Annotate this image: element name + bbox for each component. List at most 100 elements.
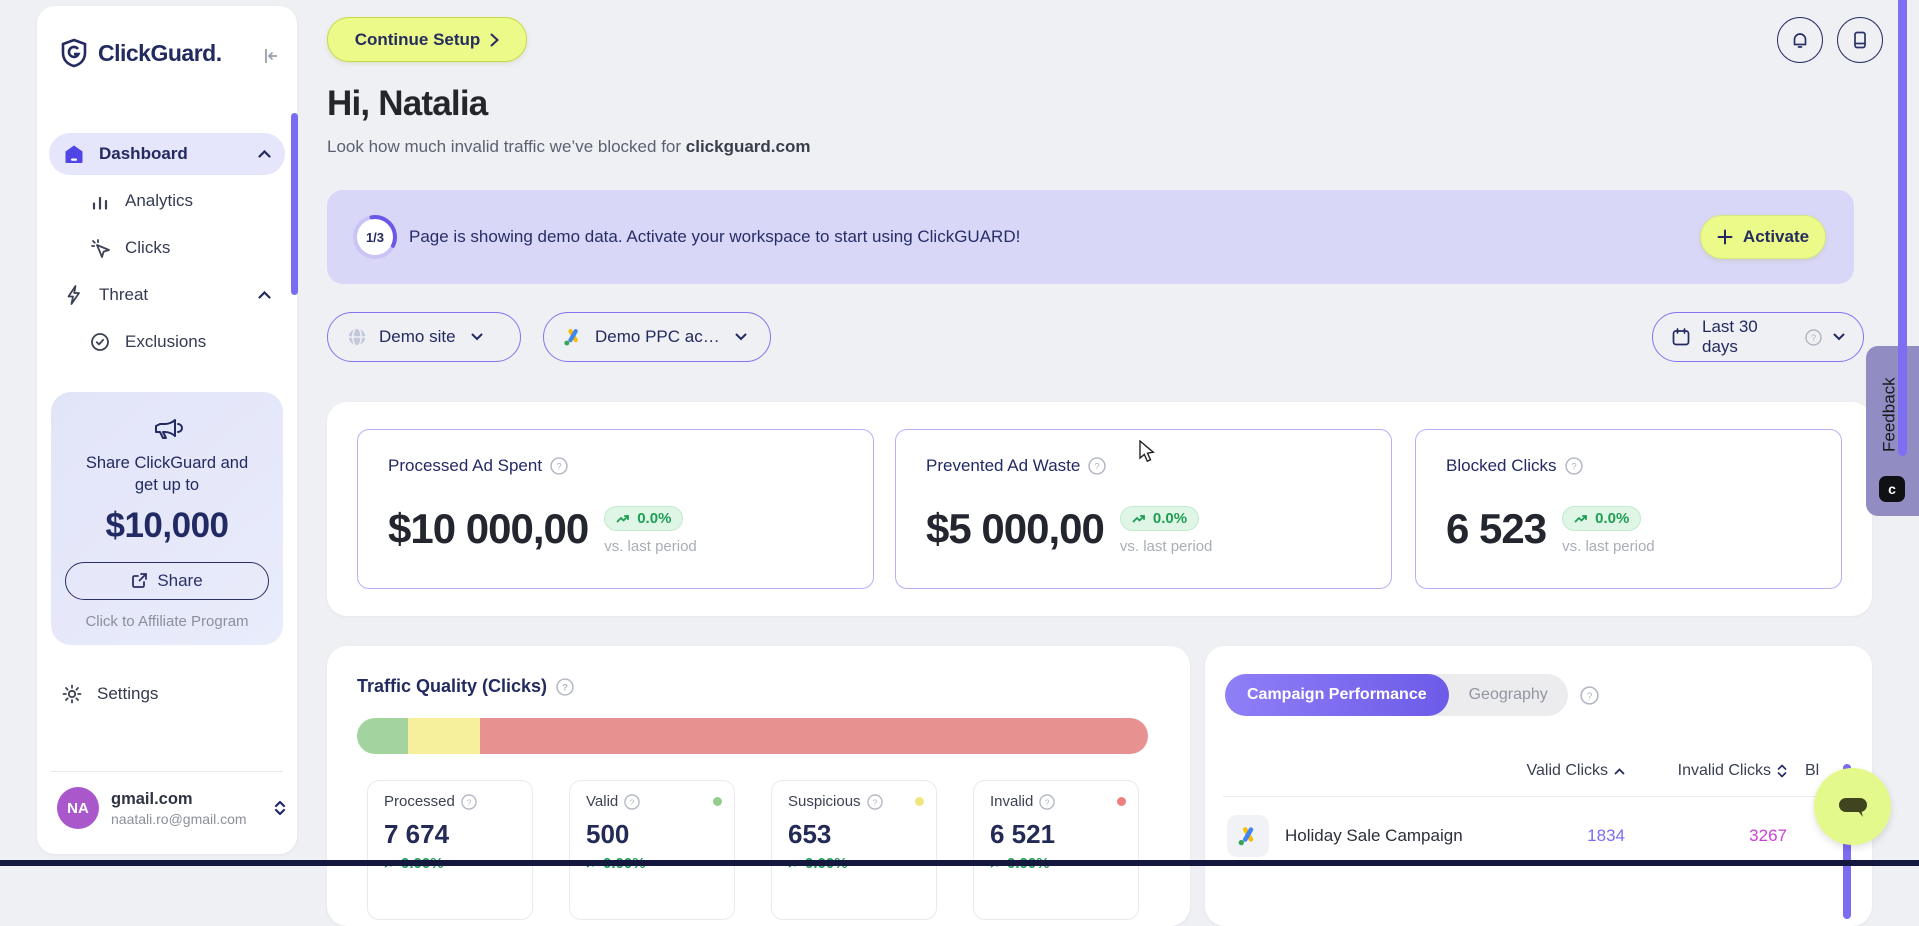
stat-period: vs. last period [1562, 538, 1655, 555]
account-name: gmail.com [111, 789, 193, 808]
date-range-selector[interactable]: Last 30 days ? [1652, 312, 1864, 362]
campaign-performance-panel: Campaign Performance Geography ? Valid C… [1205, 646, 1872, 926]
account-email: naatali.ro@gmail.com [111, 810, 247, 827]
help-icon[interactable]: ? [461, 793, 477, 810]
sidebar-item-analytics[interactable]: Analytics [49, 180, 285, 222]
sidebar-item-dashboard[interactable]: Dashboard [49, 133, 285, 175]
settings-label: Settings [97, 684, 159, 703]
cursor-click-icon [89, 237, 111, 259]
demo-data-banner: 1/3 Page is showing demo data. Activate … [327, 190, 1854, 284]
stat-card-processed-ad-spent: Processed Ad Spent ? $10 000,00 0.0% vs.… [357, 429, 874, 589]
google-ads-icon [1227, 815, 1269, 857]
feedback-logo-icon: c [1879, 476, 1905, 502]
bell-icon [1790, 30, 1810, 50]
help-icon[interactable]: ? [550, 457, 568, 475]
site-selector-value: Demo site [379, 327, 456, 346]
svg-text:?: ? [630, 797, 635, 807]
promo-amount: $10,000 [105, 505, 229, 545]
sidebar-scrollbar[interactable] [291, 113, 298, 295]
valid-dot [713, 797, 722, 806]
sidebar-item-exclusions[interactable]: Exclusions [49, 321, 285, 363]
divider [51, 771, 283, 772]
trend-up-icon [1574, 515, 1588, 523]
ppc-account-selector[interactable]: Demo PPC ac… [543, 312, 771, 362]
column-header-valid-clicks[interactable]: Valid Clicks [1485, 762, 1625, 780]
home-icon [63, 143, 85, 165]
stat-period: vs. last period [604, 538, 697, 555]
kpi-panel: Processed Ad Spent ? $10 000,00 0.0% vs.… [327, 402, 1872, 616]
help-icon[interactable]: ? [556, 677, 574, 696]
brand-logo: ClickGuard. [59, 38, 222, 68]
stat-value: 6 523 [1446, 505, 1547, 552]
activate-button[interactable]: Activate [1700, 215, 1826, 259]
knowledge-base-button[interactable] [1837, 17, 1883, 63]
campaign-name: Holiday Sale Campaign [1285, 826, 1463, 845]
traffic-card-valid: Valid? 500 0.00% [569, 780, 735, 920]
svg-text:?: ? [562, 682, 568, 693]
lightning-icon [63, 284, 85, 306]
book-icon [1850, 30, 1870, 50]
continue-setup-label: Continue Setup [354, 29, 481, 49]
help-icon[interactable]: ? [1805, 328, 1822, 346]
chevron-down-icon [1833, 333, 1845, 341]
badge-check-icon [89, 331, 111, 353]
sidebar-nav: Dashboard Analytics Clicks Threat [37, 128, 297, 368]
chevron-right-icon [490, 33, 500, 47]
external-link-icon [131, 572, 148, 589]
svg-text:?: ? [1045, 797, 1050, 807]
notifications-button[interactable] [1777, 17, 1823, 63]
traffic-quality-stacked-bar [357, 718, 1148, 754]
feedback-tab[interactable]: Feedback c [1866, 346, 1919, 516]
svg-text:?: ? [1586, 691, 1592, 702]
column-header-blocked-clicks[interactable]: Bl [1805, 762, 1820, 779]
share-button-label: Share [157, 570, 203, 590]
sidebar-item-threat[interactable]: Threat [49, 274, 285, 316]
help-icon[interactable]: ? [866, 793, 883, 810]
help-icon[interactable]: ? [1580, 685, 1599, 705]
affiliate-link-text[interactable]: Click to Affiliate Program [85, 612, 249, 630]
stat-delta-badge: 0.0% [1562, 506, 1642, 531]
trend-up-icon [1132, 515, 1145, 523]
stat-value: $5 000,00 [926, 505, 1105, 552]
activate-label: Activate [1742, 227, 1810, 246]
tab-geography[interactable]: Geography [1468, 686, 1548, 703]
stat-label: Prevented Ad Waste [926, 456, 1081, 475]
traffic-card-suspicious: Suspicious? 653 0.00% [771, 780, 937, 920]
help-icon[interactable]: ? [624, 793, 640, 810]
help-icon[interactable]: ? [1039, 793, 1056, 810]
chevron-down-icon [735, 333, 747, 341]
chat-launcher-button[interactable] [1814, 768, 1891, 845]
sidebar-collapse-icon[interactable] [261, 46, 281, 66]
traffic-card-processed: Processed? 7 674 0.00% [367, 780, 533, 920]
sidebar-item-clicks[interactable]: Clicks [49, 227, 285, 269]
traffic-card-invalid: Invalid? 6 521 0.00% [973, 780, 1139, 920]
stat-label: Processed Ad Spent [388, 456, 543, 475]
account-switcher[interactable]: NA gmail.com naatali.ro@gmail.com [57, 787, 287, 829]
share-button[interactable]: Share [65, 561, 269, 600]
sort-asc-icon [1614, 767, 1625, 775]
bar-chart-icon [89, 190, 111, 212]
site-selector[interactable]: Demo site [327, 312, 521, 362]
affiliate-promo-card[interactable]: Share ClickGuard and get up to $10,000 S… [51, 392, 283, 645]
sidebar-item-settings[interactable]: Settings [61, 683, 158, 705]
tab-campaign-performance[interactable]: Campaign Performance [1225, 674, 1449, 716]
chevron-down-icon [471, 333, 483, 341]
table-row[interactable]: Holiday Sale Campaign 1834 3267 [1205, 804, 1872, 868]
sidebar: ClickGuard. Dashboard Analytics Clicks [37, 6, 298, 854]
svg-text:?: ? [467, 797, 472, 807]
page-title: Hi, Natalia [327, 84, 488, 123]
stat-card-blocked-clicks: Blocked Clicks ? 6 523 0.0% vs. last per… [1415, 429, 1842, 589]
column-header-invalid-clicks[interactable]: Invalid Clicks [1647, 762, 1787, 780]
stat-delta-badge: 0.0% [1119, 506, 1200, 531]
traffic-card-value: 653 [788, 819, 832, 849]
promo-text: Share ClickGuard and get up to [85, 454, 249, 495]
help-icon[interactable]: ? [1564, 457, 1583, 475]
bar-segment-valid [357, 718, 409, 754]
sidebar-item-label: Exclusions [125, 332, 207, 351]
help-icon[interactable]: ? [1088, 457, 1107, 475]
chat-bubble-icon [1836, 792, 1870, 822]
continue-setup-button[interactable]: Continue Setup [327, 17, 527, 62]
page-scrollbar[interactable] [1898, 0, 1907, 456]
date-range-value: Last 30 days [1702, 317, 1758, 356]
stat-delta-badge: 0.0% [604, 506, 684, 531]
